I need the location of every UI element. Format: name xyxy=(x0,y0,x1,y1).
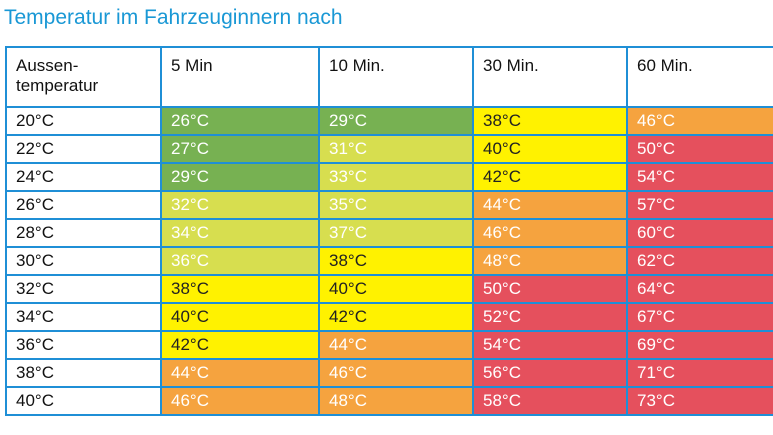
temperature-cell: 64°C xyxy=(626,274,773,304)
temperature-cell: 56°C xyxy=(472,358,628,388)
header-cell: 10 Min. xyxy=(318,46,474,108)
table-row: 20°C 26°C 29°C 38°C 46°C xyxy=(5,106,773,136)
table-row: 32°C 38°C 40°C 50°C 64°C xyxy=(5,274,773,304)
table-row: 22°C 27°C 31°C 40°C 50°C xyxy=(5,134,773,164)
row-label: 20°C xyxy=(5,106,162,136)
temperature-cell: 38°C xyxy=(472,106,628,136)
temperature-cell: 42°C xyxy=(160,330,320,360)
table-row: 34°C 40°C 42°C 52°C 67°C xyxy=(5,302,773,332)
temperature-cell: 35°C xyxy=(318,190,474,220)
table-row: 24°C 29°C 33°C 42°C 54°C xyxy=(5,162,773,192)
temperature-cell: 48°C xyxy=(472,246,628,276)
temperature-cell: 67°C xyxy=(626,302,773,332)
row-label: 32°C xyxy=(5,274,162,304)
table-row: 36°C 42°C 44°C 54°C 69°C xyxy=(5,330,773,360)
row-label: 38°C xyxy=(5,358,162,388)
temperature-cell: 42°C xyxy=(472,162,628,192)
temperature-table: Aussen- temperatur 5 Min 10 Min. 30 Min. 60 … xyxy=(5,46,773,416)
row-label: 26°C xyxy=(5,190,162,220)
row-label: 30°C xyxy=(5,246,162,276)
temperature-cell: 73°C xyxy=(626,386,773,416)
temperature-cell: 58°C xyxy=(472,386,628,416)
row-label: 24°C xyxy=(5,162,162,192)
temperature-cell: 29°C xyxy=(160,162,320,192)
table-row: 30°C 36°C 38°C 48°C 62°C xyxy=(5,246,773,276)
header-cell: 60 Min. xyxy=(626,46,773,108)
temperature-cell: 26°C xyxy=(160,106,320,136)
temperature-cell: 48°C xyxy=(318,386,474,416)
temperature-cell: 33°C xyxy=(318,162,474,192)
temperature-cell: 62°C xyxy=(626,246,773,276)
table-container: Aussen- temperatur 5 Min 10 Min. 30 Min. 60 … xyxy=(5,46,773,426)
temperature-cell: 46°C xyxy=(472,218,628,248)
temperature-cell: 37°C xyxy=(318,218,474,248)
temperature-cell: 31°C xyxy=(318,134,474,164)
row-label: 28°C xyxy=(5,218,162,248)
temperature-cell: 54°C xyxy=(626,162,773,192)
temperature-cell: 44°C xyxy=(472,190,628,220)
temperature-cell: 40°C xyxy=(160,302,320,332)
table-row: 28°C 34°C 37°C 46°C 60°C xyxy=(5,218,773,248)
temperature-cell: 44°C xyxy=(318,330,474,360)
temperature-cell: 52°C xyxy=(472,302,628,332)
table-row: 26°C 32°C 35°C 44°C 57°C xyxy=(5,190,773,220)
table-row: 38°C 44°C 46°C 56°C 71°C xyxy=(5,358,773,388)
temperature-cell: 50°C xyxy=(472,274,628,304)
temperature-cell: 60°C xyxy=(626,218,773,248)
title: Temperatur im Fahrzeuginnern nach xyxy=(4,6,343,29)
temperature-cell: 71°C xyxy=(626,358,773,388)
temperature-cell: 40°C xyxy=(318,274,474,304)
temperature-cell: 27°C xyxy=(160,134,320,164)
temperature-cell: 46°C xyxy=(318,358,474,388)
row-label: 34°C xyxy=(5,302,162,332)
header-row: Aussen- temperatur 5 Min 10 Min. 30 Min. 60 … xyxy=(5,46,773,108)
temperature-cell: 46°C xyxy=(626,106,773,136)
temperature-cell: 38°C xyxy=(160,274,320,304)
temperature-cell: 36°C xyxy=(160,246,320,276)
temperature-cell: 38°C xyxy=(318,246,474,276)
row-label: 36°C xyxy=(5,330,162,360)
temperature-cell: 69°C xyxy=(626,330,773,360)
temperature-cell: 29°C xyxy=(318,106,474,136)
header-cell: 30 Min. xyxy=(472,46,628,108)
temperature-cell: 34°C xyxy=(160,218,320,248)
temperature-cell: 44°C xyxy=(160,358,320,388)
temperature-cell: 42°C xyxy=(318,302,474,332)
row-label: 40°C xyxy=(5,386,162,416)
temperature-cell: 32°C xyxy=(160,190,320,220)
temperature-cell: 40°C xyxy=(472,134,628,164)
temperature-cell: 46°C xyxy=(160,386,320,416)
temperature-cell: 57°C xyxy=(626,190,773,220)
temperature-cell: 54°C xyxy=(472,330,628,360)
header-cell: Aussen- temperatur xyxy=(5,46,162,108)
header-cell: 5 Min xyxy=(160,46,320,108)
row-label: 22°C xyxy=(5,134,162,164)
table-row: 40°C 46°C 48°C 58°C 73°C xyxy=(5,386,773,416)
temperature-cell: 50°C xyxy=(626,134,773,164)
